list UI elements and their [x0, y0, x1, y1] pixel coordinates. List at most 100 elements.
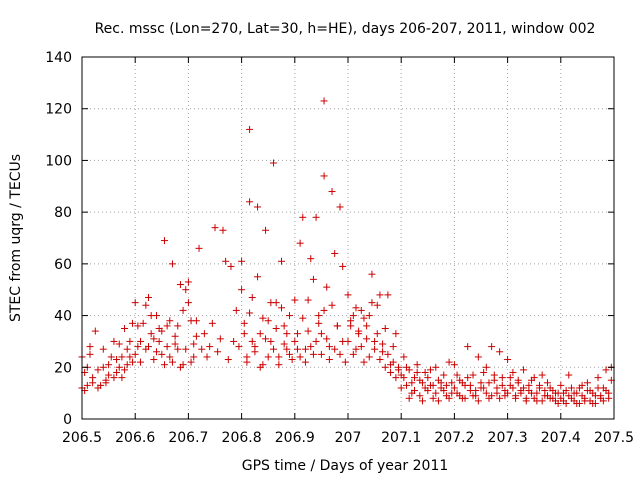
data-point [256, 330, 264, 338]
data-point [270, 159, 278, 167]
data-point [278, 304, 285, 312]
data-point [557, 394, 565, 402]
data-point [301, 345, 309, 353]
data-point [291, 337, 299, 345]
data-point [403, 381, 411, 389]
data-point [437, 379, 445, 387]
data-point [176, 281, 184, 289]
data-point [168, 260, 176, 268]
data-point [134, 343, 142, 351]
data-point [522, 397, 530, 405]
y-axis-label: STEC from uqrg / TECUs [8, 154, 24, 322]
data-point [485, 379, 493, 387]
data-point [275, 353, 283, 361]
x-tick-label: 206.9 [275, 430, 315, 446]
data-point [466, 381, 474, 389]
data-point [206, 343, 214, 351]
data-point [320, 306, 328, 314]
data-point [599, 397, 607, 405]
y-tick-label: 40 [54, 309, 72, 325]
data-point [602, 387, 610, 395]
data-point [472, 387, 480, 395]
data-point [405, 394, 413, 402]
data-point [352, 304, 360, 312]
data-point [509, 368, 517, 376]
data-point [573, 389, 581, 397]
data-point [413, 368, 421, 376]
data-point [211, 224, 219, 232]
data-point [440, 371, 448, 379]
data-point [113, 356, 121, 364]
data-point [347, 317, 355, 325]
data-point [312, 213, 320, 221]
data-point [216, 335, 224, 343]
y-tick-label: 140 [45, 50, 72, 66]
data-point [278, 257, 285, 265]
data-point [307, 255, 315, 263]
data-point [504, 389, 512, 397]
data-point [496, 348, 504, 356]
y-tick-label: 80 [54, 205, 72, 221]
data-point [147, 312, 155, 320]
data-point [357, 343, 365, 351]
data-point [458, 379, 466, 387]
data-point [126, 353, 134, 361]
data-point [323, 335, 331, 343]
data-point [482, 363, 490, 371]
data-point [565, 392, 573, 400]
data-point [421, 384, 429, 392]
data-point [525, 387, 533, 395]
data-point [200, 330, 208, 338]
data-point [224, 356, 232, 364]
data-point [538, 397, 546, 405]
data-point [538, 371, 546, 379]
data-point [285, 312, 293, 320]
data-point [559, 389, 567, 397]
data-point [575, 399, 583, 407]
data-point [259, 314, 267, 322]
data-point [349, 312, 357, 320]
data-point [400, 374, 408, 382]
data-point [102, 376, 110, 384]
data-point [416, 376, 424, 384]
data-point [299, 314, 307, 322]
data-point [158, 350, 166, 358]
data-point [474, 397, 482, 405]
x-tick-label: 207.1 [381, 430, 421, 446]
data-point [331, 345, 339, 353]
data-point [442, 381, 450, 389]
data-point [296, 239, 304, 247]
data-point [254, 273, 262, 281]
data-point [145, 343, 152, 351]
y-tick-label: 100 [45, 153, 72, 169]
data-point [565, 371, 573, 379]
data-point [248, 337, 256, 345]
y-tick-label: 0 [63, 412, 72, 428]
data-point [429, 394, 437, 402]
chart-title: Rec. mssc (Lon=270, Lat=30, h=HE), days … [95, 21, 596, 37]
data-point [227, 262, 235, 270]
data-point [174, 345, 182, 353]
data-point [456, 392, 464, 400]
data-point [110, 337, 118, 345]
data-point [107, 353, 115, 361]
data-point [304, 296, 312, 304]
data-point [357, 306, 365, 314]
data-point [320, 97, 328, 105]
data-point [381, 363, 389, 371]
data-point [123, 361, 131, 369]
data-point [222, 257, 230, 265]
data-point [325, 343, 333, 351]
data-point [589, 389, 597, 397]
data-point [256, 363, 264, 371]
data-point [594, 374, 602, 382]
data-point [530, 394, 538, 402]
data-point [336, 203, 344, 211]
data-point [248, 293, 256, 301]
data-point [432, 389, 440, 397]
data-point [424, 374, 432, 382]
data-point [562, 399, 570, 407]
data-point [434, 397, 442, 405]
grid-lines [82, 57, 614, 419]
data-point [461, 394, 469, 402]
